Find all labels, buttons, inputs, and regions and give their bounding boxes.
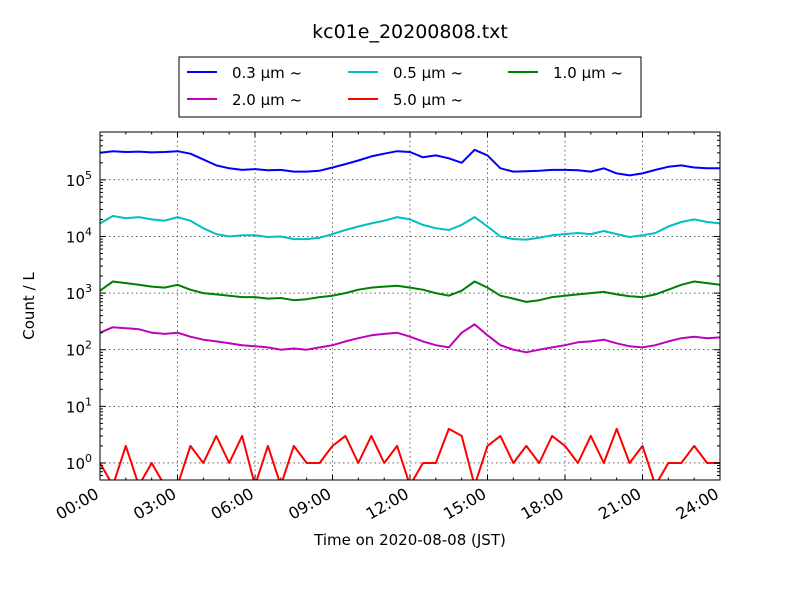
x-tick-label: 21:00	[595, 484, 644, 524]
x-tick-label: 18:00	[518, 484, 567, 524]
x-tick-label: 00:00	[53, 484, 102, 524]
series-line-4	[100, 427, 720, 480]
y-tick-label: 101	[66, 395, 92, 416]
series-layer	[100, 148, 720, 480]
legend-label-2: 1.0 μm ~	[553, 64, 623, 82]
plot-frame	[99, 131, 721, 481]
y-axis-label: Count / L	[20, 272, 38, 340]
y-tick-label: 100	[66, 452, 92, 473]
chart-title: kc01e_20200808.txt	[312, 21, 508, 43]
legend-label-0: 0.3 μm ~	[232, 64, 302, 82]
x-tick-label: 24:00	[673, 484, 722, 524]
legend: 0.3 μm ~ 0.5 μm ~ 1.0 μm ~ 2.0 μm ~ 5.0 μm ~	[178, 56, 642, 118]
y-tick-label: 105	[66, 169, 92, 190]
legend-frame	[178, 56, 642, 118]
x-axis-label: Time on 2020-08-08 (JST)	[313, 531, 506, 549]
legend-label-1: 0.5 μm ~	[393, 64, 463, 82]
series-line-2	[100, 280, 720, 303]
x-tick-label: 15:00	[440, 484, 489, 524]
y-axis: 100 101 102 103 104 105	[66, 131, 720, 481]
grid-lines	[100, 132, 720, 480]
x-tick-label: 06:00	[208, 484, 257, 524]
legend-label-3: 2.0 μm ~	[232, 91, 302, 109]
legend-label-4: 5.0 μm ~	[393, 91, 463, 109]
x-tick-label: 12:00	[363, 484, 412, 524]
x-tick-label: 03:00	[130, 484, 179, 524]
series-line-0	[100, 148, 720, 177]
y-tick-label: 104	[66, 225, 92, 246]
y-tick-label: 103	[66, 282, 92, 303]
series-line-3	[100, 323, 720, 354]
y-tick-label: 102	[66, 339, 92, 360]
series-line-1	[100, 215, 720, 241]
x-tick-label: 09:00	[285, 484, 334, 524]
